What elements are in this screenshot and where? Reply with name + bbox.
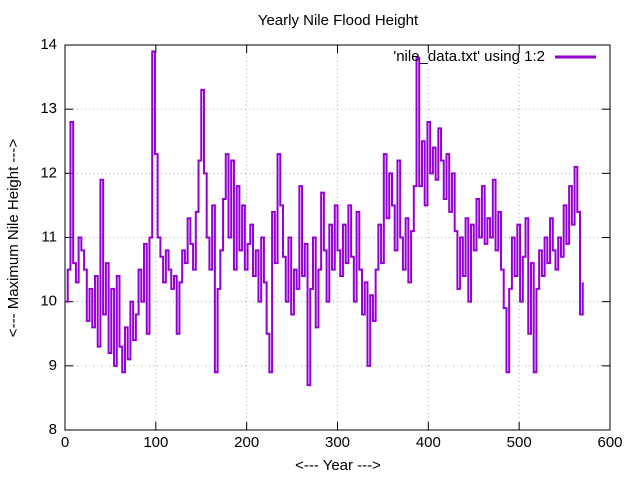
- x-tick-label: 200: [234, 434, 259, 451]
- data-line: [65, 50, 584, 387]
- y-tick-label: 11: [41, 228, 57, 245]
- legend-label: 'nile_data.txt' using 1:2: [393, 48, 545, 65]
- x-tick-label: 100: [143, 434, 168, 451]
- x-tick-label: 0: [61, 434, 69, 451]
- x-tick-label: 500: [507, 434, 532, 451]
- y-tick-label: 8: [49, 421, 57, 438]
- x-tick-label: 600: [597, 434, 622, 451]
- x-axis-label: <--- Year --->: [295, 457, 381, 474]
- plot-border: [64, 44, 611, 431]
- y-tick-label: 12: [40, 164, 57, 181]
- y-tick-label: 10: [40, 293, 57, 310]
- x-tick-label: 400: [416, 434, 441, 451]
- y-tick-label: 13: [40, 100, 57, 117]
- x-tick-label: 300: [325, 434, 350, 451]
- y-tick-label: 14: [40, 36, 57, 53]
- chart-title: Yearly Nile Flood Height: [258, 12, 419, 29]
- y-tick-label: 9: [49, 357, 57, 374]
- y-axis-label: <--- Maximum Nile Height --->: [5, 139, 22, 338]
